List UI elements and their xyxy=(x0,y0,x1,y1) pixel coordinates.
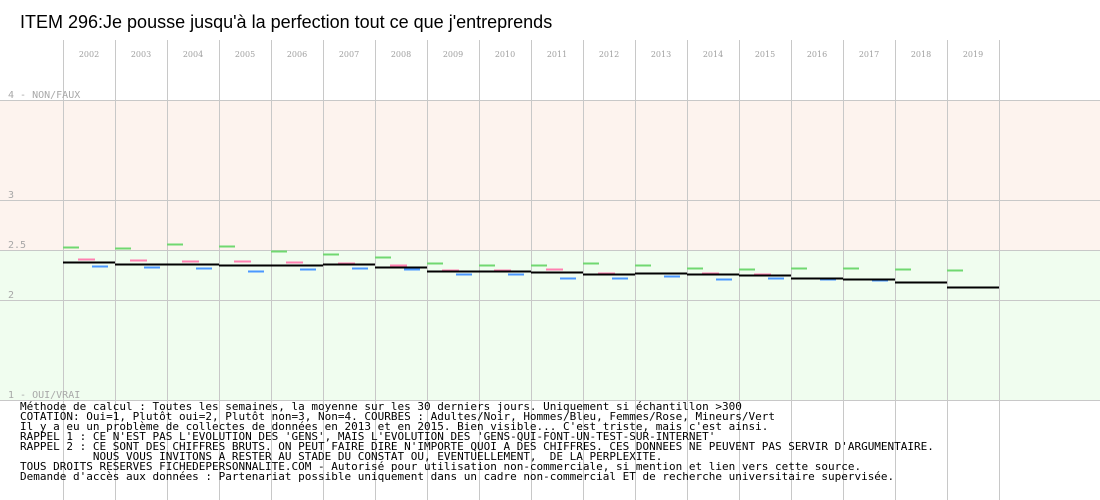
note-rights: TOUS DROITS RESERVES FICHEDEPERSONNALITE… xyxy=(20,460,862,473)
background-bands xyxy=(0,100,1100,400)
y-tick-label: 2.5 xyxy=(8,240,26,251)
chart-title: ITEM 296:Je pousse jusqu'à la perfection… xyxy=(20,12,553,32)
x-tick-label: 2007 xyxy=(339,50,359,59)
x-tick-label: 2005 xyxy=(235,50,255,59)
x-tick-label: 2015 xyxy=(755,50,775,59)
band-disagree xyxy=(0,100,1100,250)
x-axis-ticks: 2002 2003 2004 2005 2006 2007 2008 2009 2010 2011… xyxy=(79,50,983,59)
x-tick-label: 2002 xyxy=(79,50,99,59)
note-collect-problem: Il y a eu un problème de collectes de do… xyxy=(20,420,769,433)
x-tick-label: 2011 xyxy=(547,50,567,59)
x-tick-label: 2019 xyxy=(963,50,983,59)
x-tick-label: 2004 xyxy=(183,50,203,59)
note-method: Méthode de calcul : Toutes les semaines,… xyxy=(20,400,742,413)
note-reminder-2-cont: NOUS VOUS INVITONS A RESTER AU STADE DU … xyxy=(20,450,663,463)
data-series xyxy=(63,243,999,289)
y-tick-label: 3 xyxy=(8,190,14,201)
x-tick-label: 2018 xyxy=(911,50,931,59)
note-data-access: Demande d'accès aux données : Partenaria… xyxy=(20,470,895,483)
note-reminder-2: RAPPEL 2 : CE SONT DES CHIFFRES BRUTS. O… xyxy=(20,440,934,453)
x-tick-label: 2012 xyxy=(599,50,619,59)
y-axis-ticks: 4 - NON/FAUX 3 2.5 2 1 - OUI/VRAI xyxy=(8,90,80,401)
x-tick-label: 2014 xyxy=(703,50,723,59)
series-adultes xyxy=(63,261,999,289)
x-tick-label: 2016 xyxy=(807,50,827,59)
y-tick-label: 4 - NON/FAUX xyxy=(8,90,80,101)
y-tick-label: 1 - OUI/VRAI xyxy=(8,390,80,401)
series-mineurs xyxy=(63,243,963,272)
y-tick-label: 2 xyxy=(8,290,14,301)
x-tick-label: 2017 xyxy=(859,50,879,59)
x-tick-label: 2010 xyxy=(495,50,515,59)
x-tick-label: 2009 xyxy=(443,50,463,59)
note-cotation: COTATION: Oui=1, Plutôt oui=2, Plutôt no… xyxy=(20,410,775,423)
x-tick-label: 2008 xyxy=(391,50,411,59)
x-tick-label: 2006 xyxy=(287,50,307,59)
x-tick-label: 2003 xyxy=(131,50,151,59)
footnotes: Méthode de calcul : Toutes les semaines,… xyxy=(20,400,1095,483)
band-agree xyxy=(0,250,1100,400)
x-tick-label: 2013 xyxy=(651,50,671,59)
note-reminder-1: RAPPEL 1 : CE N'EST PAS L'EVOLUTION DES … xyxy=(20,430,716,443)
grid-lines xyxy=(0,40,1100,500)
